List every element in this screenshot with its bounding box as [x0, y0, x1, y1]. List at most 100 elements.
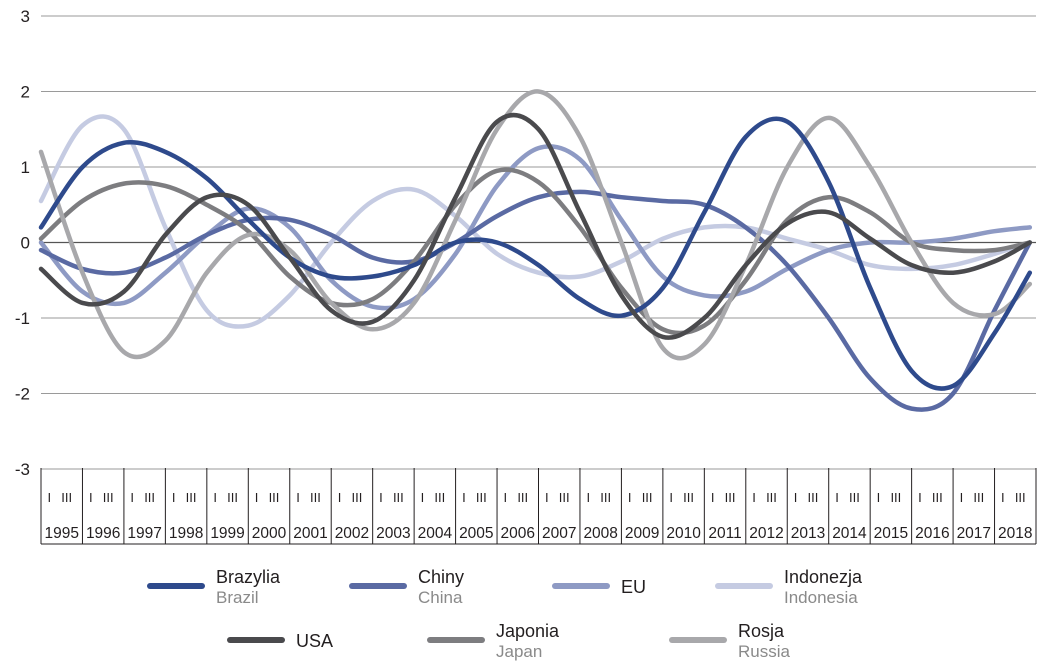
- x-tick-label-year: 2010: [666, 525, 701, 542]
- x-tick-label-year: 2005: [459, 525, 493, 542]
- quarter-label: I: [586, 490, 590, 505]
- quarter-label: III: [434, 490, 445, 505]
- series-line-usa: [38, 112, 1033, 340]
- quarter-label: I: [711, 490, 715, 505]
- legend-label: Rosja: [738, 621, 785, 641]
- series-line-indonezja: [38, 114, 1033, 329]
- y-tick-label: -2: [15, 385, 30, 404]
- legend-label-english: Brazil: [216, 588, 259, 607]
- x-tick-label-year: 2011: [708, 525, 741, 542]
- quarter-label: III: [310, 490, 321, 505]
- y-tick-label: 2: [21, 83, 30, 102]
- y-axis-tick-labels: 3 2 1 0 -1 -2 -3: [15, 7, 30, 479]
- x-tick-label-year: 2000: [252, 525, 287, 542]
- quarter-label: I: [213, 490, 217, 505]
- quarter-label: III: [683, 490, 694, 505]
- quarter-label: I: [752, 490, 756, 505]
- quarter-label: III: [600, 490, 611, 505]
- quarter-label: I: [130, 490, 134, 505]
- quarter-label: III: [973, 490, 984, 505]
- quarter-label: III: [517, 490, 528, 505]
- quarter-label: III: [725, 490, 736, 505]
- x-tick-label-year: 1996: [86, 525, 120, 542]
- legend-item-eu: EU: [552, 577, 646, 597]
- x-tick-label-year: 2015: [874, 525, 908, 542]
- quarter-label: III: [476, 490, 487, 505]
- y-tick-label: -3: [15, 460, 30, 479]
- quarter-label: I: [255, 490, 259, 505]
- quarter-label: I: [47, 490, 51, 505]
- quarter-label: I: [462, 490, 466, 505]
- y-tick-label: 1: [21, 158, 30, 177]
- x-tick-label-year: 2004: [418, 525, 453, 542]
- quarter-label: I: [1001, 490, 1005, 505]
- legend-label: Brazylia: [216, 567, 281, 587]
- x-tick-label-year: 1995: [44, 525, 78, 542]
- quarter-label: I: [669, 490, 673, 505]
- quarter-label: III: [932, 490, 943, 505]
- legend-label: Japonia: [496, 621, 560, 641]
- quarter-label: III: [890, 490, 901, 505]
- x-tick-label-year: 2018: [998, 525, 1032, 542]
- quarter-label: I: [794, 490, 798, 505]
- x-tick-label-year: 2001: [293, 525, 327, 542]
- series-lines: [38, 89, 1033, 412]
- legend-label: EU: [621, 577, 646, 597]
- x-tick-label-year: 2017: [957, 525, 991, 542]
- quarter-label: I: [89, 490, 93, 505]
- x-tick-label-year: 2003: [376, 525, 410, 542]
- quarter-label: III: [849, 490, 860, 505]
- y-tick-label: 0: [21, 234, 30, 253]
- legend-label: Chiny: [418, 567, 464, 587]
- quarter-label: III: [144, 490, 155, 505]
- quarter-label: I: [379, 490, 383, 505]
- series-line-brazylia: [38, 116, 1033, 391]
- quarter-label: III: [227, 490, 238, 505]
- series-line-japonia: [38, 167, 1033, 336]
- quarter-label: III: [61, 490, 72, 505]
- x-tick-label-year: 2014: [832, 525, 867, 542]
- legend-label-english: Indonesia: [784, 588, 858, 607]
- quarter-label: III: [186, 490, 197, 505]
- quarter-label: III: [808, 490, 819, 505]
- quarter-label: III: [351, 490, 362, 505]
- y-tick-label: 3: [21, 7, 30, 26]
- quarter-label: III: [642, 490, 653, 505]
- x-tick-label-year: 2006: [501, 525, 535, 542]
- quarter-label: I: [960, 490, 964, 505]
- x-tick-label-year: 2007: [542, 525, 576, 542]
- series-line-chiny: [38, 189, 1033, 412]
- legend-label-english: Japan: [496, 642, 542, 661]
- quarter-label: III: [269, 490, 280, 505]
- quarter-label: III: [393, 490, 404, 505]
- quarter-label: I: [628, 490, 632, 505]
- x-tick-label-year: 2016: [915, 525, 949, 542]
- y-tick-label: -1: [15, 309, 30, 328]
- x-tick-label-year: 1998: [169, 525, 203, 542]
- quarter-label: I: [545, 490, 549, 505]
- x-tick-label-year: 2002: [335, 525, 369, 542]
- legend-label-english: Russia: [738, 642, 791, 661]
- x-tick-label-year: 2008: [583, 525, 617, 542]
- quarter-label: III: [766, 490, 777, 505]
- quarter-label: III: [1015, 490, 1026, 505]
- legend-label-english: China: [418, 588, 463, 607]
- x-tick-label-year: 2009: [625, 525, 659, 542]
- series-line-rosja: [38, 89, 1033, 361]
- quarter-label: I: [338, 490, 342, 505]
- legend-label: Indonezja: [784, 567, 863, 587]
- x-tick-label-year: 2012: [749, 525, 783, 542]
- x-tick-label-year: 1999: [210, 525, 244, 542]
- quarter-label: I: [421, 490, 425, 505]
- quarter-label: III: [559, 490, 570, 505]
- x-tick-label-year: 2013: [791, 525, 825, 542]
- quarter-label: III: [103, 490, 114, 505]
